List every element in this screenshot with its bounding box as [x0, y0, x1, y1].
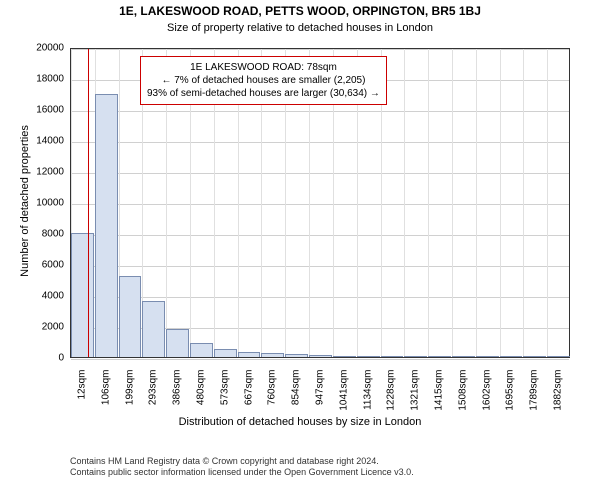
histogram-bar: [285, 354, 308, 357]
footer-text: Contains HM Land Registry data © Crown c…: [70, 456, 414, 478]
grid-line: [71, 204, 569, 205]
y-tick-label: 2000: [0, 322, 64, 333]
x-axis-label: Distribution of detached houses by size …: [0, 416, 600, 428]
histogram-bar: [142, 301, 165, 357]
grid-line: [71, 173, 569, 174]
annotation-line-3: 93% of semi-detached houses are larger (…: [147, 87, 380, 100]
y-tick-label: 8000: [0, 229, 64, 240]
grid-line: [71, 111, 569, 112]
grid-line: [71, 49, 569, 50]
grid-line-v: [476, 49, 477, 357]
histogram-bar: [190, 343, 213, 357]
grid-line-v: [404, 49, 405, 357]
histogram-bar: [404, 356, 427, 357]
y-tick-label: 16000: [0, 105, 64, 116]
y-tick-label: 6000: [0, 260, 64, 271]
y-tick-label: 0: [0, 353, 64, 364]
y-tick-label: 18000: [0, 74, 64, 85]
annotation-box: 1E LAKESWOOD ROAD: 78sqm ← 7% of detache…: [140, 56, 387, 105]
grid-line-v: [428, 49, 429, 357]
histogram-bar: [166, 329, 189, 357]
histogram-bar: [333, 356, 356, 357]
histogram-bar: [428, 356, 451, 357]
histogram-bar: [523, 356, 546, 357]
y-tick-label: 12000: [0, 167, 64, 178]
histogram-bar: [119, 276, 142, 357]
histogram-bar: [309, 355, 332, 357]
grid-line-v: [547, 49, 548, 357]
y-tick-label: 4000: [0, 291, 64, 302]
grid-line-v: [452, 49, 453, 357]
footer-line-2: Contains public sector information licen…: [70, 467, 414, 478]
grid-line-v: [500, 49, 501, 357]
y-tick-label: 10000: [0, 198, 64, 209]
histogram-bar: [452, 356, 475, 357]
annotation-line-2: ← 7% of detached houses are smaller (2,2…: [147, 74, 380, 87]
histogram-bar: [357, 356, 380, 357]
grid-line: [71, 297, 569, 298]
y-tick-label: 14000: [0, 136, 64, 147]
chart-title-2: Size of property relative to detached ho…: [0, 22, 600, 34]
grid-line: [71, 266, 569, 267]
histogram-bar: [500, 356, 523, 357]
histogram-bar: [381, 356, 404, 357]
histogram-bar: [547, 356, 570, 357]
histogram-bar: [476, 356, 499, 357]
histogram-bar: [238, 352, 261, 357]
histogram-bar: [95, 94, 118, 358]
property-marker-line: [88, 49, 89, 357]
histogram-bar: [214, 349, 237, 357]
grid-line: [71, 142, 569, 143]
y-tick-label: 20000: [0, 43, 64, 54]
histogram-bar: [71, 233, 94, 357]
histogram-chart: 1E, LAKESWOOD ROAD, PETTS WOOD, ORPINGTO…: [0, 0, 600, 500]
annotation-line-1: 1E LAKESWOOD ROAD: 78sqm: [147, 61, 380, 74]
chart-title-1: 1E, LAKESWOOD ROAD, PETTS WOOD, ORPINGTO…: [0, 4, 600, 18]
grid-line-v: [523, 49, 524, 357]
footer-line-1: Contains HM Land Registry data © Crown c…: [70, 456, 414, 467]
grid-line: [71, 359, 569, 360]
histogram-bar: [261, 353, 284, 357]
grid-line: [71, 235, 569, 236]
